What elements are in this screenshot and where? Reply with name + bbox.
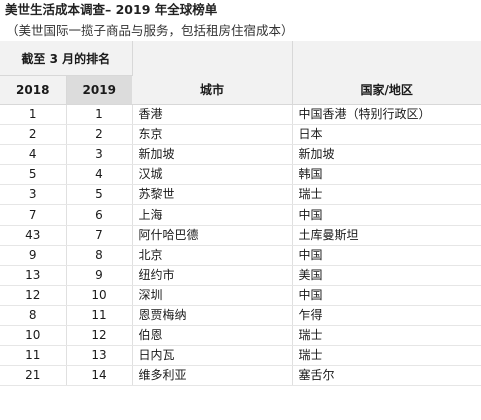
rank-2018-cell: 11: [0, 345, 67, 367]
city-cell: 日内瓦: [132, 345, 293, 367]
table-row: 7 6 上海 中国: [0, 204, 481, 226]
table-row: 5 4 汉城 韩国: [0, 164, 481, 186]
rank-2019-cell: 8: [66, 245, 133, 266]
city-cell: 汉城: [132, 164, 293, 186]
country-cell: 土库曼斯坦: [292, 225, 481, 246]
rank-2018-cell: 12: [0, 285, 67, 306]
rank-2018-cell: 8: [0, 305, 67, 327]
country-cell: 中国: [292, 285, 481, 306]
country-cell: 乍得: [292, 305, 481, 327]
table-body: 1 1 香港 中国香港（特别行政区） 2 2 东京 日本 4 3 新加坡 新加坡 5 4 汉城 韩国 3 5 苏黎世…: [0, 104, 481, 387]
rank-2019-cell: 13: [66, 345, 133, 367]
city-cell: 新加坡: [132, 144, 293, 166]
rank-2019-cell: 7: [66, 225, 133, 246]
table-row: 4 3 新加坡 新加坡: [0, 144, 481, 166]
city-cell: 伯恩: [132, 325, 293, 347]
rank-group-header: 截至 3 月的排名: [0, 41, 133, 76]
rank-2019-cell: 4: [66, 164, 133, 186]
rank-2018-cell: 21: [0, 365, 67, 387]
country-cell: 韩国: [292, 164, 481, 186]
table-row: 43 7 阿什哈巴德 土库曼斯坦: [0, 225, 481, 246]
table-row: 21 14 维多利亚 塞舌尔: [0, 365, 481, 387]
city-cell: 维多利亚: [132, 365, 293, 387]
rank-2019-cell: 12: [66, 325, 133, 347]
page-subtitle: （美世国际一揽子商品与服务，包括租房住宿成本）: [6, 23, 294, 38]
country-column-header: 国家/地区: [292, 41, 481, 105]
city-cell: 恩贾梅纳: [132, 305, 293, 327]
country-cell: 塞舌尔: [292, 365, 481, 387]
country-cell: 新加坡: [292, 144, 481, 166]
country-cell: 日本: [292, 124, 481, 146]
rank-2018-cell: 10: [0, 325, 67, 347]
rank-2019-cell: 9: [66, 265, 133, 286]
table-row: 12 10 深圳 中国: [0, 285, 481, 306]
rank-2019-cell: 14: [66, 365, 133, 387]
country-cell: 美国: [292, 265, 481, 286]
table-row: 1 1 香港 中国香港（特别行政区）: [0, 104, 481, 126]
country-cell: 瑞士: [292, 325, 481, 347]
rank-2018-cell: 3: [0, 184, 67, 206]
rank-2019-cell: 5: [66, 184, 133, 206]
country-cell: 瑞士: [292, 184, 481, 206]
ranking-table: 截至 3 月的排名 城市 国家/地区 2018 2019 1 1 香港 中国香港（特别…: [0, 41, 481, 387]
rank-2018-cell: 13: [0, 265, 67, 286]
city-column-header: 城市: [132, 41, 293, 105]
city-cell: 上海: [132, 204, 293, 226]
city-cell: 苏黎世: [132, 184, 293, 206]
table-row: 2 2 东京 日本: [0, 124, 481, 146]
table-row: 11 13 日内瓦 瑞士: [0, 345, 481, 367]
country-cell: 瑞士: [292, 345, 481, 367]
rank-2018-cell: 4: [0, 144, 67, 166]
table-row: 8 11 恩贾梅纳 乍得: [0, 305, 481, 327]
year-2019-header: 2019: [66, 75, 132, 105]
rank-2019-cell: 3: [66, 144, 133, 166]
rank-2018-cell: 43: [0, 225, 67, 246]
table-row: 13 9 纽约市 美国: [0, 265, 481, 286]
country-cell: 中国香港（特别行政区）: [292, 104, 481, 126]
rank-2019-cell: 1: [66, 104, 133, 126]
city-cell: 北京: [132, 245, 293, 266]
year-2018-header: 2018: [0, 75, 67, 105]
city-cell: 深圳: [132, 285, 293, 306]
rank-2018-cell: 2: [0, 124, 67, 146]
rank-2019-cell: 6: [66, 204, 133, 226]
table-row: 10 12 伯恩 瑞士: [0, 325, 481, 347]
table-row: 3 5 苏黎世 瑞士: [0, 184, 481, 206]
city-cell: 纽约市: [132, 265, 293, 286]
rank-2018-cell: 7: [0, 204, 67, 226]
ranking-document: 美世生活成本调查– 2019 年全球榜单 （美世国际一揽子商品与服务，包括租房住…: [0, 2, 481, 387]
city-cell: 香港: [132, 104, 293, 126]
page-title: 美世生活成本调查– 2019 年全球榜单: [5, 2, 218, 17]
city-cell: 东京: [132, 124, 293, 146]
rank-2019-cell: 10: [66, 285, 133, 306]
rank-2018-cell: 1: [0, 104, 67, 126]
rank-2018-cell: 5: [0, 164, 67, 186]
table-row: 9 8 北京 中国: [0, 245, 481, 266]
country-cell: 中国: [292, 204, 481, 226]
rank-2019-cell: 2: [66, 124, 133, 146]
rank-2019-cell: 11: [66, 305, 133, 327]
country-cell: 中国: [292, 245, 481, 266]
city-cell: 阿什哈巴德: [132, 225, 293, 246]
rank-2018-cell: 9: [0, 245, 67, 266]
